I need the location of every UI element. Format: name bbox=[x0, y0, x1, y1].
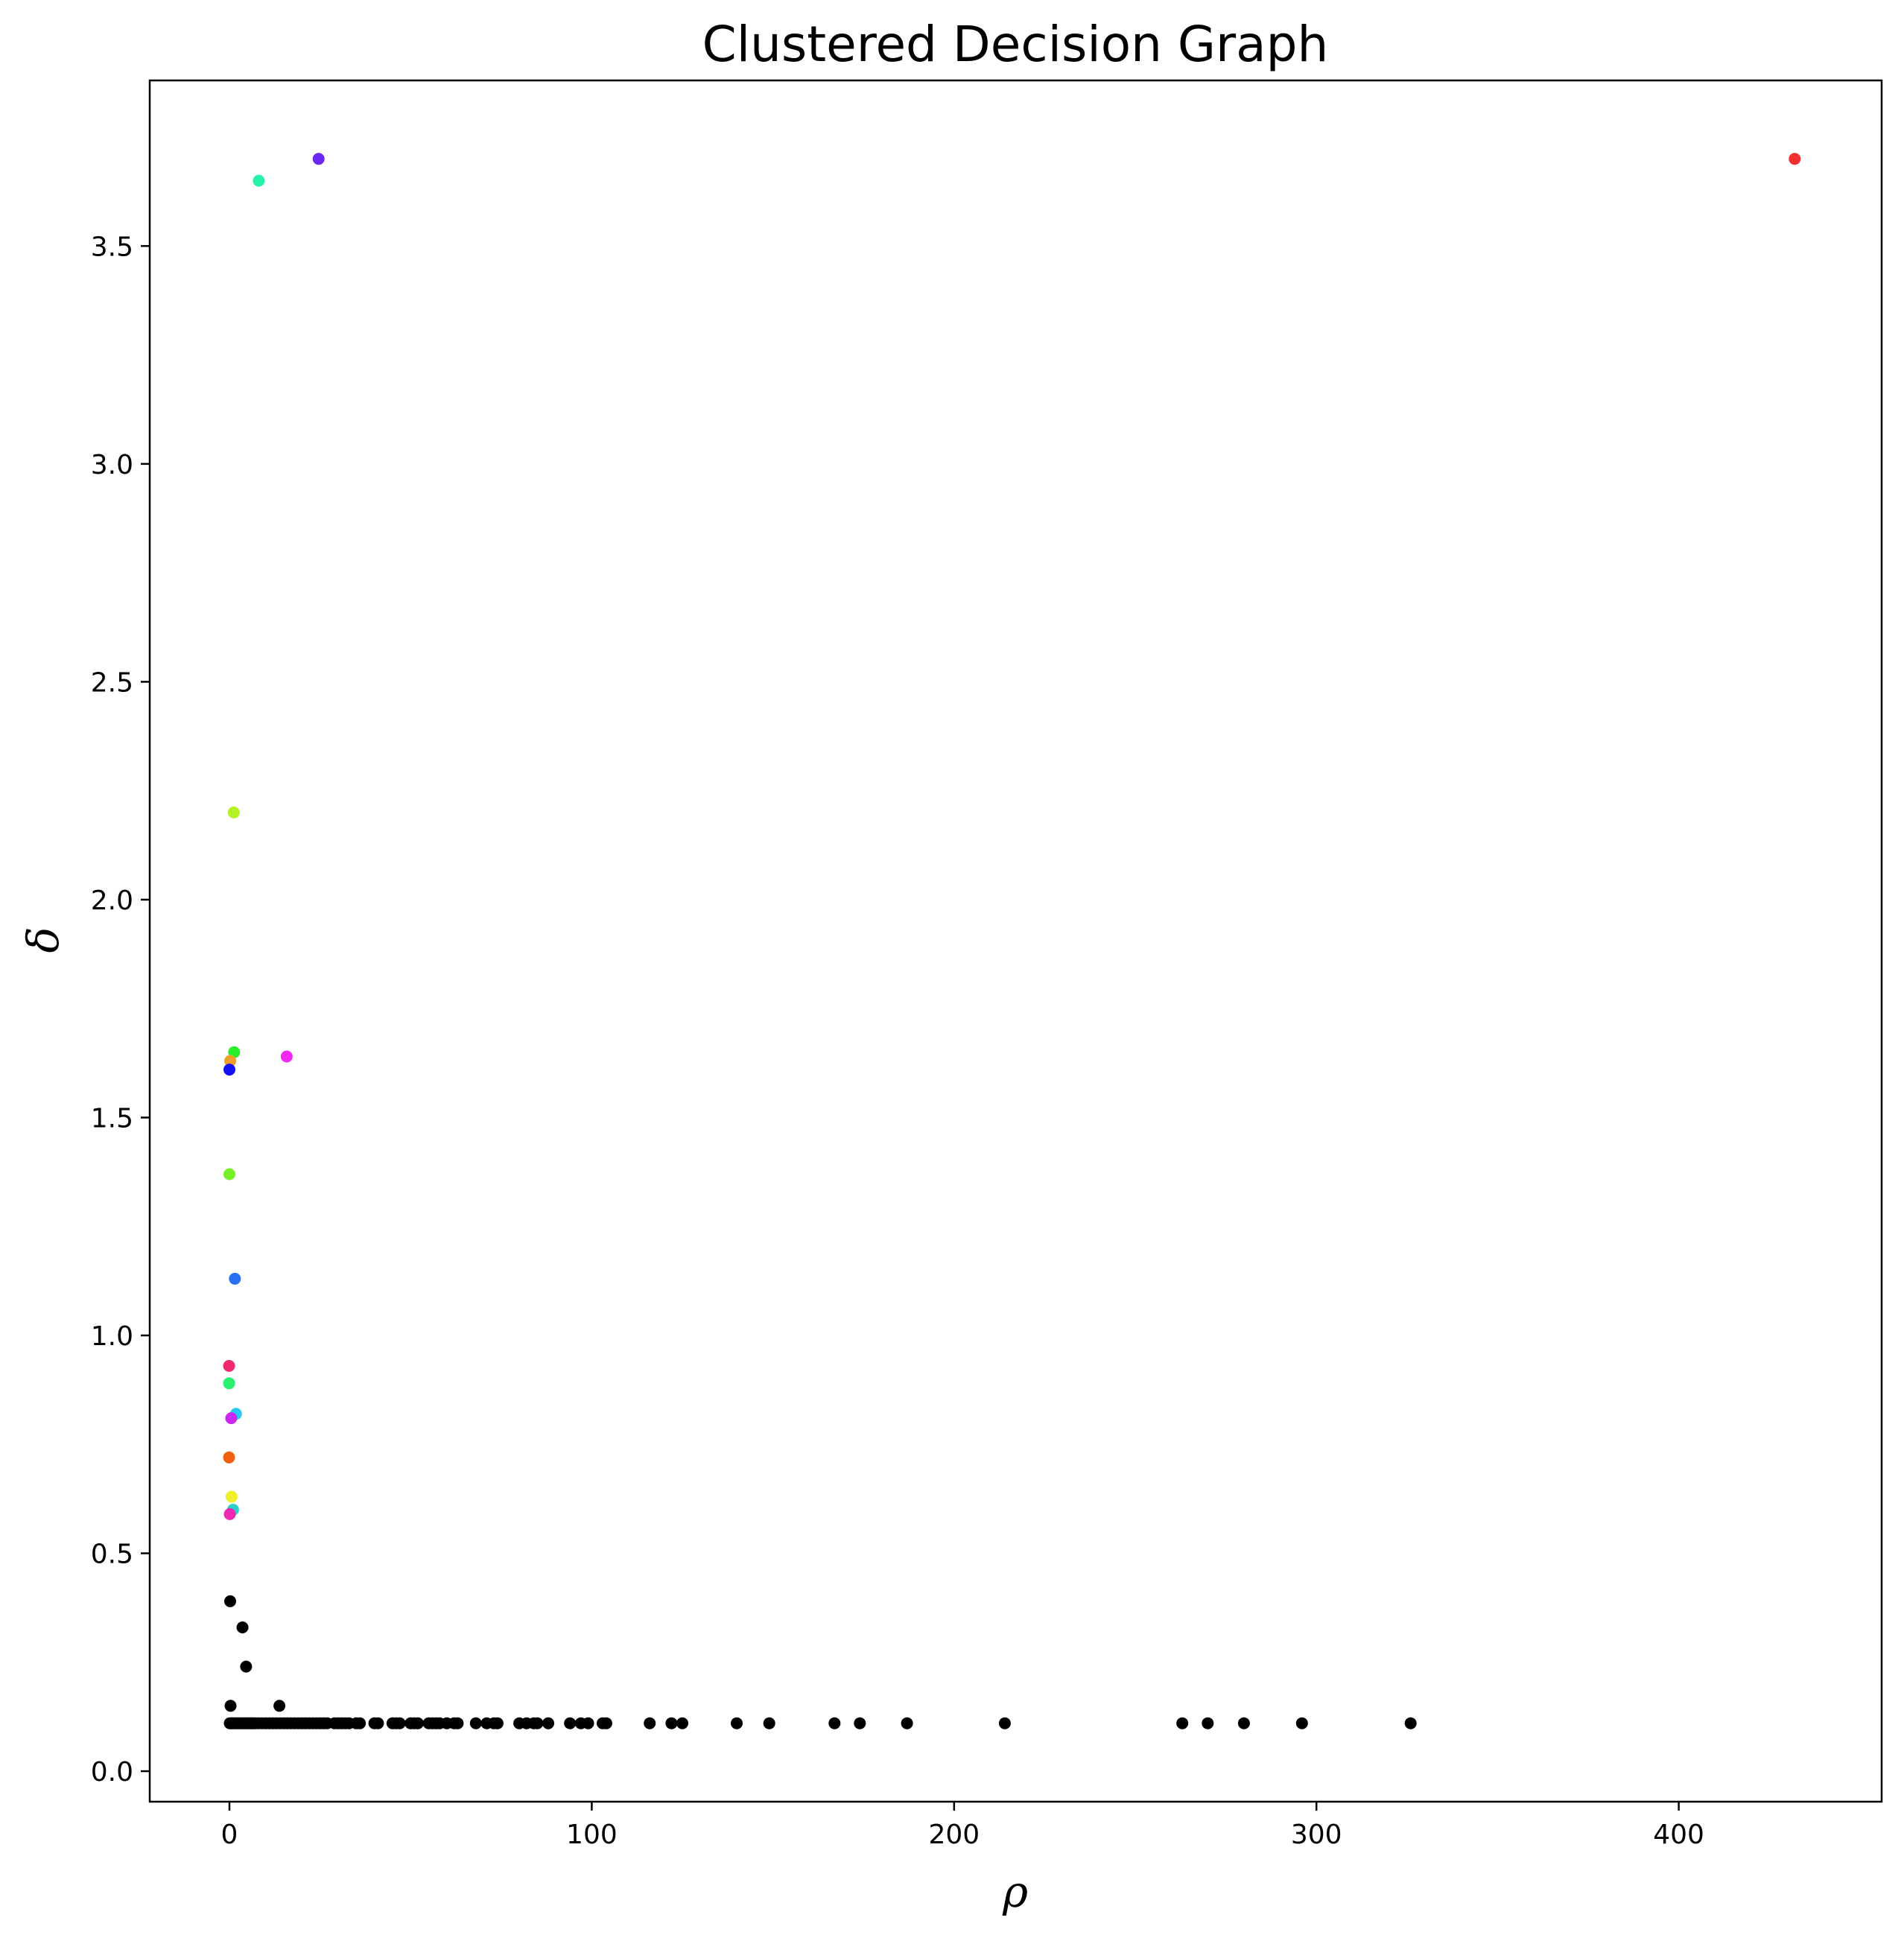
data-point bbox=[393, 1717, 406, 1729]
data-point bbox=[224, 1595, 236, 1607]
x-axis-label: ρ bbox=[1002, 1866, 1028, 1917]
data-point bbox=[372, 1717, 384, 1729]
data-point bbox=[469, 1717, 482, 1729]
data-point bbox=[542, 1717, 554, 1729]
y-tick-label: 2.5 bbox=[91, 667, 133, 698]
cluster-center-point bbox=[223, 1359, 235, 1372]
cluster-center-point bbox=[225, 1490, 238, 1503]
cluster-center-point bbox=[253, 174, 265, 187]
data-point bbox=[240, 1660, 253, 1673]
data-point bbox=[491, 1717, 504, 1729]
data-point bbox=[676, 1717, 688, 1729]
plot-frame bbox=[148, 79, 1883, 1803]
x-tick-label: 300 bbox=[1291, 1820, 1342, 1850]
cluster-center-point bbox=[312, 153, 325, 165]
data-point bbox=[1202, 1717, 1214, 1729]
cluster-center-point bbox=[227, 806, 240, 819]
data-point bbox=[273, 1700, 286, 1712]
cluster-center-point bbox=[225, 1412, 238, 1425]
cluster-center-point bbox=[1789, 153, 1801, 165]
data-point bbox=[998, 1717, 1011, 1729]
data-point bbox=[763, 1717, 775, 1729]
x-tick-label: 100 bbox=[566, 1820, 618, 1850]
data-point bbox=[236, 1621, 249, 1633]
x-tick-label: 0 bbox=[221, 1820, 238, 1850]
cluster-center-point bbox=[280, 1050, 293, 1063]
data-point bbox=[564, 1717, 577, 1729]
y-tick-label: 1.0 bbox=[91, 1321, 133, 1352]
data-point bbox=[1237, 1717, 1250, 1729]
cluster-center-point bbox=[223, 1064, 235, 1076]
data-point bbox=[224, 1700, 237, 1712]
data-point bbox=[411, 1717, 424, 1729]
data-point bbox=[731, 1717, 743, 1729]
data-point bbox=[644, 1717, 656, 1729]
cluster-center-point bbox=[223, 1377, 235, 1390]
data-point bbox=[600, 1717, 612, 1729]
x-tick-label: 400 bbox=[1653, 1820, 1704, 1850]
y-axis-ticks: 0.0 0.5 1.0 1.5 2.0 2.5 3.0 3.5 bbox=[91, 232, 150, 1788]
y-tick-label: 1.5 bbox=[91, 1103, 133, 1134]
x-tick-label: 200 bbox=[928, 1820, 980, 1850]
x-axis-ticks: 0 100 200 300 400 bbox=[221, 1802, 1704, 1850]
cluster-center-point bbox=[223, 1451, 235, 1464]
cluster-center-point bbox=[223, 1168, 235, 1181]
y-tick-label: 0.0 bbox=[91, 1757, 133, 1788]
cluster-center-point bbox=[223, 1507, 236, 1520]
data-point bbox=[1176, 1717, 1189, 1729]
chart-title: Clustered Decision Graph bbox=[702, 16, 1329, 73]
data-point bbox=[531, 1717, 544, 1729]
data-point bbox=[1404, 1717, 1417, 1729]
y-tick-label: 0.5 bbox=[91, 1540, 133, 1570]
data-point bbox=[828, 1717, 841, 1729]
data-point bbox=[854, 1717, 866, 1729]
data-point bbox=[451, 1717, 464, 1729]
data-point bbox=[582, 1717, 594, 1729]
plot-points bbox=[223, 153, 1801, 1729]
y-tick-label: 3.5 bbox=[91, 232, 133, 262]
data-point bbox=[665, 1717, 678, 1729]
cluster-center-point bbox=[224, 1055, 236, 1067]
data-point bbox=[901, 1717, 913, 1729]
y-tick-label: 3.0 bbox=[91, 450, 133, 480]
cluster-center-point bbox=[229, 1272, 241, 1285]
data-point bbox=[354, 1717, 366, 1729]
y-axis-label: δ bbox=[18, 927, 69, 953]
y-tick-label: 2.0 bbox=[91, 886, 133, 916]
data-point bbox=[1295, 1717, 1308, 1729]
